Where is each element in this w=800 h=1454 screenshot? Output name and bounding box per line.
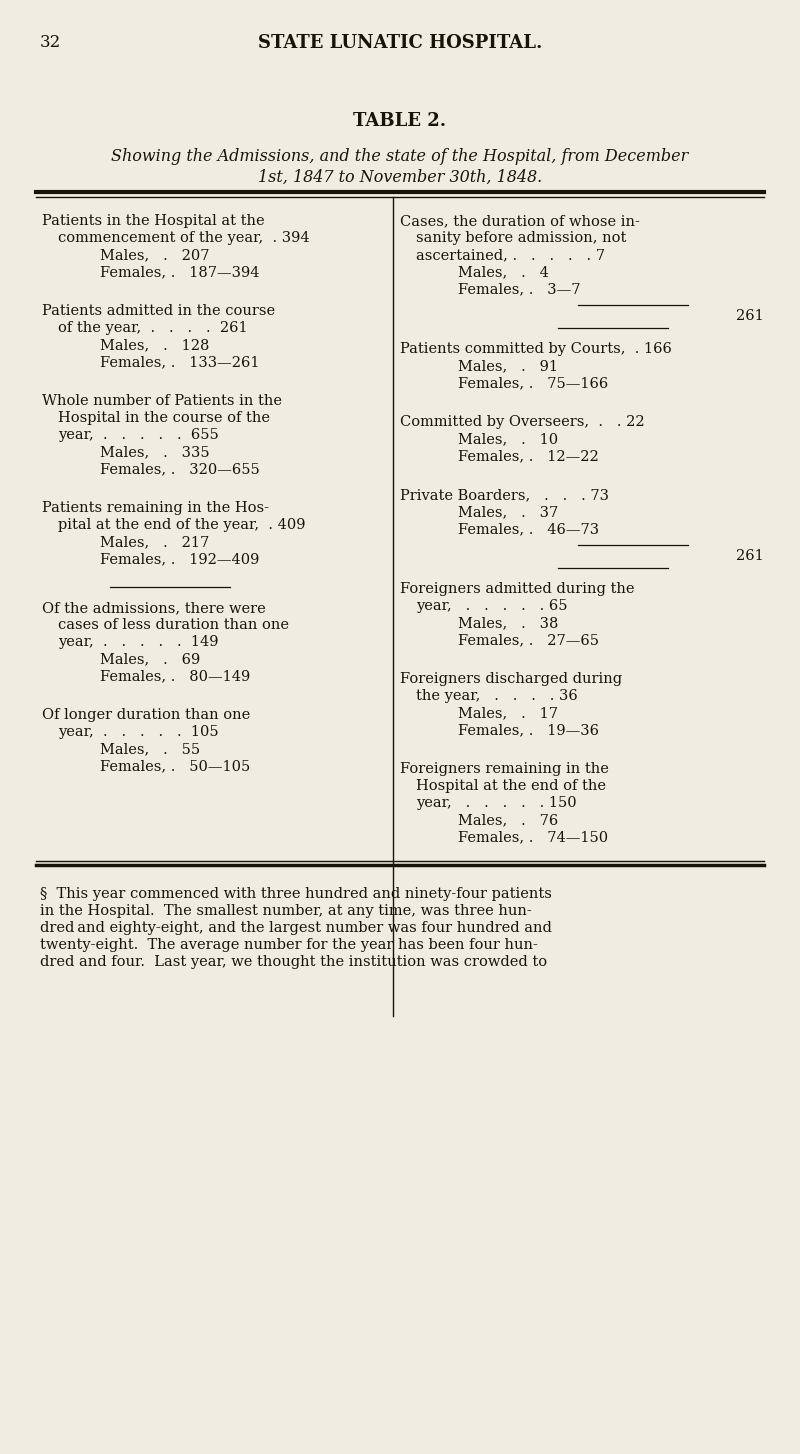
Text: Foreigners admitted during the: Foreigners admitted during the: [400, 582, 634, 596]
Text: Males,   .   4: Males, . 4: [458, 265, 549, 279]
Text: Patients admitted in the course: Patients admitted in the course: [42, 304, 275, 318]
Text: 261: 261: [736, 310, 764, 323]
Text: year,  .   .   .   .   .  105: year, . . . . . 105: [58, 726, 218, 739]
Text: pital at the end of the year,  . 409: pital at the end of the year, . 409: [58, 518, 306, 532]
Text: Patients committed by Courts,  . 166: Patients committed by Courts, . 166: [400, 342, 672, 356]
Text: Females, .   80—149: Females, . 80—149: [100, 669, 250, 683]
Text: Committed by Overseers,  .   . 22: Committed by Overseers, . . 22: [400, 414, 645, 429]
Text: Hospital in the course of the: Hospital in the course of the: [58, 411, 270, 425]
Text: Foreigners remaining in the: Foreigners remaining in the: [400, 762, 609, 776]
Text: of the year,  .   .   .   .  261: of the year, . . . . 261: [58, 321, 248, 334]
Text: Females, .   187—394: Females, . 187—394: [100, 265, 259, 279]
Text: commencement of the year,  . 394: commencement of the year, . 394: [58, 231, 310, 246]
Text: Males,   .   69: Males, . 69: [100, 651, 200, 666]
Text: Patients remaining in the Hos-: Patients remaining in the Hos-: [42, 502, 269, 515]
Text: Foreigners discharged during: Foreigners discharged during: [400, 672, 622, 686]
Text: Patients in the Hospital at the: Patients in the Hospital at the: [42, 214, 265, 228]
Text: TABLE 2.: TABLE 2.: [354, 112, 446, 129]
Text: Whole number of Patients in the: Whole number of Patients in the: [42, 394, 282, 409]
Text: Females, .   46—73: Females, . 46—73: [458, 522, 599, 537]
Text: Males,   .   38: Males, . 38: [458, 616, 558, 630]
Text: dred and eighty-eight, and the largest number was four hundred and: dred and eighty-eight, and the largest n…: [40, 920, 552, 935]
Text: sanity before admission, not: sanity before admission, not: [416, 231, 626, 246]
Text: Males,   .   207: Males, . 207: [100, 249, 210, 262]
Text: year,   .   .   .   .   . 65: year, . . . . . 65: [416, 599, 567, 614]
Text: 261: 261: [736, 550, 764, 563]
Text: §  This year commenced with three hundred and ninety-four patients: § This year commenced with three hundred…: [40, 887, 552, 901]
Text: Males,   .   128: Males, . 128: [100, 337, 210, 352]
Text: Females, .   27—65: Females, . 27—65: [458, 632, 599, 647]
Text: Males,   .   335: Males, . 335: [100, 445, 210, 459]
Text: in the Hospital.  The smallest number, at any time, was three hun-: in the Hospital. The smallest number, at…: [40, 904, 532, 917]
Text: 32: 32: [40, 33, 62, 51]
Text: year,   .   .   .   .   . 150: year, . . . . . 150: [416, 795, 577, 810]
Text: Of the admissions, there were: Of the admissions, there were: [42, 601, 266, 615]
Text: Females, .   19—36: Females, . 19—36: [458, 723, 599, 737]
Text: Cases, the duration of whose in-: Cases, the duration of whose in-: [400, 214, 640, 228]
Text: Males,   .   91: Males, . 91: [458, 359, 558, 374]
Text: year,  .   .   .   .   .  149: year, . . . . . 149: [58, 635, 218, 648]
Text: Females, .   50—105: Females, . 50—105: [100, 759, 250, 774]
Text: Private Boarders,   .   .   . 73: Private Boarders, . . . 73: [400, 489, 609, 502]
Text: Hospital at the end of the: Hospital at the end of the: [416, 779, 606, 792]
Text: Males,   .   37: Males, . 37: [458, 505, 558, 519]
Text: the year,   .   .   .   . 36: the year, . . . . 36: [416, 689, 578, 702]
Text: Males,   .   76: Males, . 76: [458, 813, 558, 827]
Text: Females, .   75—166: Females, . 75—166: [458, 377, 608, 390]
Text: Females, .   133—261: Females, . 133—261: [100, 355, 259, 369]
Text: Males,   .   217: Males, . 217: [100, 535, 210, 550]
Text: 1st, 1847 to November 30th, 1848.: 1st, 1847 to November 30th, 1848.: [258, 169, 542, 186]
Text: Females, .   192—409: Females, . 192—409: [100, 553, 259, 566]
Text: dred and four.  Last year, we thought the institution was crowded to: dred and four. Last year, we thought the…: [40, 955, 547, 968]
Text: cases of less duration than one: cases of less duration than one: [58, 618, 289, 632]
Text: Males,   .   17: Males, . 17: [458, 707, 558, 720]
Text: Females, .   320—655: Females, . 320—655: [100, 462, 260, 475]
Text: year,  .   .   .   .   .  655: year, . . . . . 655: [58, 427, 218, 442]
Text: Males,   .   55: Males, . 55: [100, 742, 200, 756]
Text: Of longer duration than one: Of longer duration than one: [42, 708, 250, 723]
Text: Females, .   12—22: Females, . 12—22: [458, 449, 598, 462]
Text: twenty-eight.  The average number for the year has been four hun-: twenty-eight. The average number for the…: [40, 938, 538, 952]
Text: STATE LUNATIC HOSPITAL.: STATE LUNATIC HOSPITAL.: [258, 33, 542, 52]
Text: Males,   .   10: Males, . 10: [458, 432, 558, 446]
Text: Females, .   3—7: Females, . 3—7: [458, 282, 581, 297]
Text: ascertained, .   .   .   .   . 7: ascertained, . . . . . 7: [416, 249, 605, 262]
Text: Showing the Admissions, and the state of the Hospital, from December: Showing the Admissions, and the state of…: [111, 148, 689, 164]
Text: Females, .   74—150: Females, . 74—150: [458, 830, 608, 843]
